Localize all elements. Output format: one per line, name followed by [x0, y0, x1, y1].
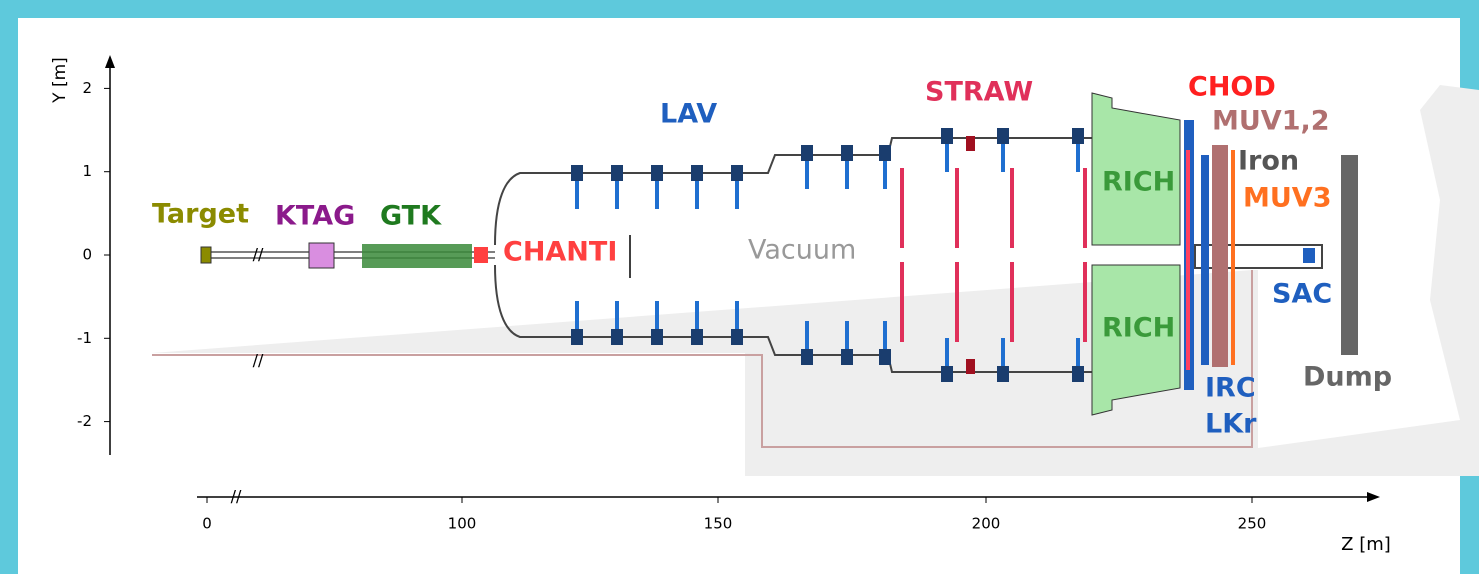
- lav-block: [879, 349, 891, 365]
- label: LKr: [1205, 409, 1257, 440]
- label: IRC: [1205, 373, 1256, 404]
- lav-block: [841, 349, 853, 365]
- target: [201, 247, 211, 263]
- z-tick-label: 250: [1238, 515, 1267, 533]
- label: Target: [152, 199, 249, 230]
- label: GTK: [380, 201, 442, 232]
- muv3: [1231, 150, 1235, 365]
- gtk: [362, 244, 472, 268]
- lav-block: [1072, 366, 1084, 382]
- lav-bar: [805, 161, 809, 189]
- lav-bar: [1001, 144, 1005, 172]
- lav-bar: [805, 321, 809, 349]
- z-tick-label: 150: [704, 515, 733, 533]
- lav-block: [801, 349, 813, 365]
- lav-bar: [655, 181, 659, 209]
- lav-block: [879, 145, 891, 161]
- lav-bar: [945, 338, 949, 366]
- lav-bar: [695, 301, 699, 329]
- lav-block: [1072, 128, 1084, 144]
- lav-block: [941, 366, 953, 382]
- straw-marker: [966, 136, 975, 151]
- lav-bar: [615, 181, 619, 209]
- lkr: [1201, 155, 1209, 365]
- label: SAC: [1272, 279, 1332, 310]
- lav-bar: [655, 301, 659, 329]
- y-axis-label: Y [m]: [50, 57, 70, 104]
- lav-bar: [735, 181, 739, 209]
- straw-chamber: [900, 262, 904, 342]
- straw-chamber: [955, 262, 959, 342]
- z-tick-label: 100: [448, 515, 477, 533]
- lav-bar: [945, 144, 949, 172]
- page: // // // Y [m] Z [m] Target KTAG GTK CHA…: [0, 0, 1479, 574]
- lav-block: [611, 165, 623, 181]
- label: STRAW: [925, 77, 1033, 108]
- straw-chamber: [1083, 262, 1087, 342]
- straw-chamber: [1010, 262, 1014, 342]
- label: LAV: [660, 99, 717, 130]
- lav-bar: [1076, 144, 1080, 172]
- straw-chamber: [900, 168, 904, 248]
- y-tick-label: 2: [82, 79, 92, 97]
- lav-bar: [575, 301, 579, 329]
- y-tick-label: 0: [82, 246, 92, 264]
- lav-block: [571, 165, 583, 181]
- label: CHANTI: [503, 237, 617, 268]
- lav-block: [691, 329, 703, 345]
- lav-bar: [845, 321, 849, 349]
- y-tick-label: 1: [82, 162, 92, 180]
- label: KTAG: [275, 201, 355, 232]
- ktag: [309, 243, 334, 268]
- muv12: [1212, 145, 1228, 367]
- lav-block: [651, 329, 663, 345]
- lav-bar: [615, 301, 619, 329]
- chod: [1186, 150, 1190, 370]
- lav-bar: [883, 161, 887, 189]
- lav-bar: [883, 321, 887, 349]
- lav-block: [611, 329, 623, 345]
- lav-bar: [845, 161, 849, 189]
- lav-bar: [1076, 338, 1080, 366]
- lav-block: [997, 128, 1009, 144]
- sac: [1303, 248, 1315, 263]
- lav-block: [731, 329, 743, 345]
- dump: [1341, 155, 1358, 355]
- axis-break: //: [253, 245, 264, 264]
- axis-break: //: [231, 487, 242, 506]
- lav-block: [941, 128, 953, 144]
- label: Iron: [1238, 146, 1299, 177]
- lav-block: [801, 145, 813, 161]
- y-tick-label: -2: [77, 412, 92, 430]
- z-axis-label: Z [m]: [1341, 534, 1391, 555]
- lav-bar: [695, 181, 699, 209]
- y-tick-label: -1: [77, 329, 92, 347]
- label: Dump: [1303, 362, 1392, 393]
- lav-block: [731, 165, 743, 181]
- lav-block: [841, 145, 853, 161]
- label: Vacuum: [748, 235, 856, 266]
- label: RICH: [1102, 313, 1175, 344]
- axis-break: //: [253, 351, 264, 370]
- lav-block: [691, 165, 703, 181]
- z-tick-label: 0: [202, 515, 212, 533]
- lav-block: [571, 329, 583, 345]
- label: MUV1,2: [1212, 106, 1330, 137]
- label: CHOD: [1188, 72, 1276, 103]
- diagram: // // // Y [m] Z [m] Target KTAG GTK CHA…: [0, 0, 1479, 574]
- straw-marker: [966, 359, 975, 374]
- lav-bar: [1001, 338, 1005, 366]
- label: MUV3: [1243, 183, 1331, 214]
- z-tick-label: 200: [972, 515, 1001, 533]
- lav-bar: [575, 181, 579, 209]
- straw-chamber: [955, 168, 959, 248]
- lav-bar: [735, 301, 739, 329]
- label: RICH: [1102, 167, 1175, 198]
- chanti: [474, 247, 488, 263]
- straw-chamber: [1010, 168, 1014, 248]
- straw-chamber: [1083, 168, 1087, 248]
- lav-block: [651, 165, 663, 181]
- lav-block: [997, 366, 1009, 382]
